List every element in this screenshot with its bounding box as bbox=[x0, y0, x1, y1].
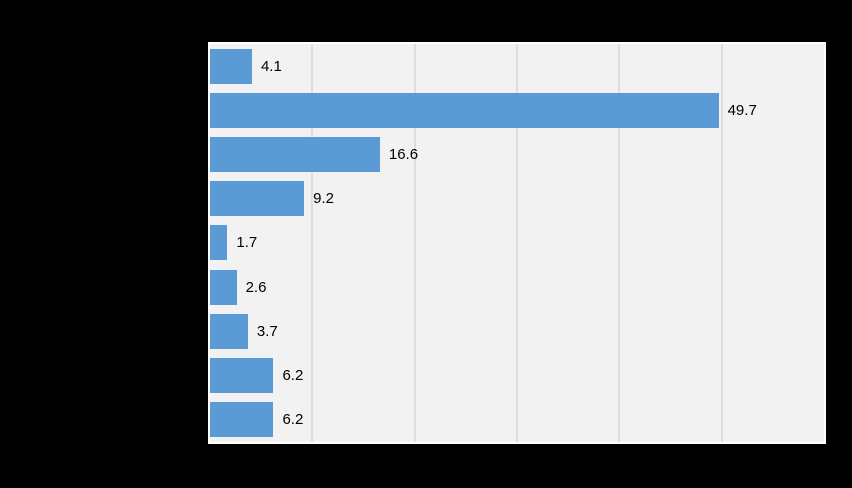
gridlines bbox=[210, 44, 824, 442]
bar-row: 16.6 bbox=[210, 132, 824, 176]
bar-value-label: 6.2 bbox=[282, 367, 304, 385]
bar-row: 3.7 bbox=[210, 309, 824, 353]
bar-row: 6.2 bbox=[210, 398, 824, 442]
bar bbox=[210, 137, 380, 173]
bar-value-label: 4.1 bbox=[260, 57, 282, 75]
bar bbox=[210, 402, 274, 438]
bar-value-label: 2.6 bbox=[245, 278, 267, 296]
bar-row: 49.7 bbox=[210, 88, 824, 132]
bar bbox=[210, 358, 274, 394]
bar-rows: 4.1 49.7 16.6 9.2 1.7 2.6 3.7 6.2 6.2 bbox=[210, 44, 824, 442]
bar-value-label: 49.7 bbox=[727, 101, 757, 119]
gridline bbox=[413, 44, 416, 442]
bar-row: 1.7 bbox=[210, 221, 824, 265]
bar bbox=[210, 48, 252, 84]
gridline bbox=[618, 44, 621, 442]
bar-value-label: 9.2 bbox=[313, 190, 334, 208]
bar-value-label: 3.7 bbox=[256, 322, 278, 340]
plot-area: 4.1 49.7 16.6 9.2 1.7 2.6 3.7 6.2 6.2 bbox=[208, 42, 826, 444]
bar bbox=[210, 313, 248, 349]
bar bbox=[210, 181, 305, 217]
bar-row: 6.2 bbox=[210, 354, 824, 398]
bar-row: 9.2 bbox=[210, 177, 824, 221]
gridline bbox=[311, 44, 314, 442]
bar-row: 4.1 bbox=[210, 44, 824, 88]
bar-value-label: 1.7 bbox=[236, 234, 258, 252]
bar-value-label: 6.2 bbox=[282, 411, 304, 429]
bar bbox=[210, 269, 237, 305]
bar bbox=[210, 225, 228, 261]
gridline bbox=[720, 44, 723, 442]
bar-row: 2.6 bbox=[210, 265, 824, 309]
gridline bbox=[516, 44, 518, 442]
bar-value-label: 16.6 bbox=[388, 146, 419, 164]
bar bbox=[210, 92, 719, 128]
